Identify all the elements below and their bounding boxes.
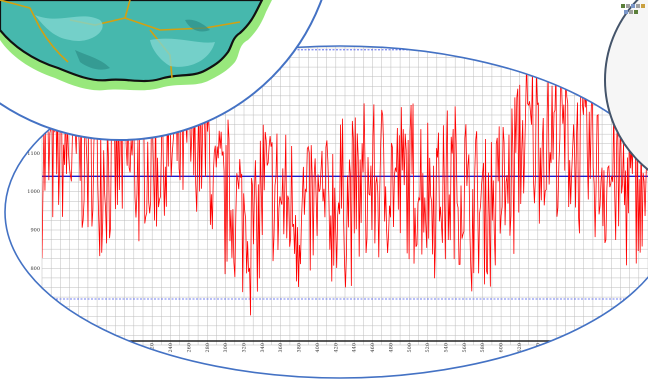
toolbar-icon: [631, 4, 635, 8]
x-tick-label: 400: [315, 343, 321, 353]
toolbar-icon: [624, 10, 628, 14]
x-tick-label: 300: [223, 343, 229, 353]
x-tick-label: 660: [554, 343, 560, 353]
toolbar-icons: [621, 4, 645, 14]
map-inset: [0, 0, 323, 141]
y-tick-label: 800: [30, 266, 40, 272]
toolbar-icon: [626, 4, 630, 8]
x-tick-label: 700: [590, 343, 596, 353]
x-tick-label: 320: [242, 343, 248, 353]
x-tick-label: 680: [572, 343, 578, 353]
map-dark-patches: [75, 19, 210, 70]
x-tick-label: 720: [609, 343, 615, 353]
map-inset-frame: [0, 0, 323, 141]
x-tick-label: 560: [462, 343, 468, 353]
x-tick-label: 600: [499, 343, 505, 353]
x-axis: 220 240 260 280 300 320 340 360 380 400 420 440 460 4…: [42, 340, 648, 353]
toolbar-icon: [629, 10, 633, 14]
y-tick-label: 1100: [27, 151, 40, 157]
toolbar-icon: [634, 10, 638, 14]
x-tick-label: 380: [297, 343, 303, 353]
y-tick-label: 1000: [27, 189, 40, 195]
x-tick-label: 480: [388, 343, 394, 353]
x-tick-label: 460: [370, 343, 376, 353]
toolbar-icon: [621, 4, 625, 8]
x-tick-label: 240: [168, 343, 174, 353]
toolbar-icon: [636, 4, 640, 8]
x-tick-label: 520: [425, 343, 431, 353]
software-inset: [604, 0, 648, 171]
x-tick-label: 440: [352, 343, 358, 353]
software-inset-frame: [604, 0, 648, 171]
x-tick-label: 340: [260, 343, 266, 353]
y-tick-label: 900: [30, 228, 40, 234]
map-shaded-area: [35, 15, 103, 41]
x-tick-label: 360: [278, 343, 284, 353]
x-tick-label: 540: [444, 343, 450, 353]
x-tick-label: 220: [150, 343, 156, 353]
x-tick-label: 280: [205, 343, 211, 353]
lens-ellipse-frame: [4, 45, 648, 379]
x-tick-label: 620: [517, 343, 523, 353]
map-region: [0, 0, 272, 91]
x-tick-label: 500: [407, 343, 413, 353]
map-boundaries: [0, 0, 241, 79]
toolbar-icon: [641, 4, 645, 8]
x-tick-label: 260: [186, 343, 192, 353]
x-tick-label: 740: [627, 343, 633, 353]
map-shaded-area-2: [150, 38, 215, 67]
x-tick-label: 420: [333, 343, 339, 353]
x-tick-label: 580: [480, 343, 486, 353]
